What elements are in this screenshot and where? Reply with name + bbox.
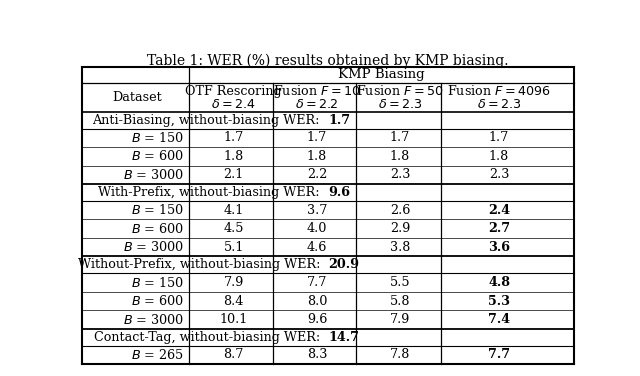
Text: $\delta = 2.2$: $\delta = 2.2$ (295, 98, 339, 111)
Text: 1.7: 1.7 (307, 131, 327, 144)
Text: $B$ = 150: $B$ = 150 (131, 276, 184, 290)
Text: 8.7: 8.7 (223, 349, 244, 361)
Text: 8.0: 8.0 (307, 294, 327, 308)
Text: 4.1: 4.1 (223, 204, 244, 217)
Text: Without-Prefix, without-biasing WER:: Without-Prefix, without-biasing WER: (77, 258, 328, 271)
Text: Anti-Biasing, without-biasing WER:: Anti-Biasing, without-biasing WER: (93, 114, 328, 127)
Text: 2.3: 2.3 (489, 168, 509, 181)
Text: 1.8: 1.8 (390, 150, 410, 163)
Text: 5.8: 5.8 (390, 294, 410, 308)
Text: Contact-Tag, without-biasing WER:: Contact-Tag, without-biasing WER: (93, 331, 328, 344)
Text: 1.7: 1.7 (489, 131, 509, 144)
Text: $B$ = 3000: $B$ = 3000 (123, 168, 184, 182)
Text: $B$ = 600: $B$ = 600 (131, 222, 184, 236)
Text: $\delta = 2.3$: $\delta = 2.3$ (477, 98, 522, 111)
Text: 4.8: 4.8 (488, 276, 510, 289)
Text: 1.8: 1.8 (307, 150, 327, 163)
Text: Dataset: Dataset (112, 91, 162, 104)
Text: 1.7: 1.7 (328, 114, 350, 127)
Text: 5.3: 5.3 (488, 294, 510, 308)
Text: 1.8: 1.8 (489, 150, 509, 163)
Text: $B$ = 150: $B$ = 150 (131, 131, 184, 145)
Text: OTF Rescoring: OTF Rescoring (186, 85, 282, 98)
Text: 4.0: 4.0 (307, 222, 327, 235)
Text: Table 1: WER (%) results obtained by KMP biasing.: Table 1: WER (%) results obtained by KMP… (147, 54, 509, 68)
Text: 7.7: 7.7 (307, 276, 327, 289)
Text: 2.9: 2.9 (390, 222, 410, 235)
Text: KMP Biasing: KMP Biasing (338, 68, 424, 81)
Text: Fusion $F = 10$: Fusion $F = 10$ (273, 85, 361, 99)
Text: $B$ = 3000: $B$ = 3000 (123, 240, 184, 254)
Text: 7.4: 7.4 (488, 313, 510, 326)
Text: $B$ = 150: $B$ = 150 (131, 203, 184, 217)
Text: 1.7: 1.7 (390, 131, 410, 144)
Text: Fusion $F = 4096$: Fusion $F = 4096$ (447, 85, 551, 99)
Text: 8.3: 8.3 (307, 349, 327, 361)
Text: 2.6: 2.6 (390, 204, 410, 217)
Text: 3.6: 3.6 (488, 241, 510, 254)
Text: 5.1: 5.1 (223, 241, 244, 254)
Text: 8.4: 8.4 (223, 294, 244, 308)
Text: 7.9: 7.9 (223, 276, 244, 289)
Text: $B$ = 265: $B$ = 265 (131, 348, 184, 362)
Text: 2.4: 2.4 (488, 204, 510, 217)
Text: $B$ = 600: $B$ = 600 (131, 294, 184, 308)
Text: 9.6: 9.6 (307, 313, 327, 326)
Text: 4.6: 4.6 (307, 241, 327, 254)
Text: 14.7: 14.7 (328, 331, 359, 344)
Text: 4.5: 4.5 (223, 222, 244, 235)
Text: $\delta = 2.4$: $\delta = 2.4$ (211, 98, 256, 111)
Text: 2.1: 2.1 (223, 168, 244, 181)
Text: Fusion $F = 50$: Fusion $F = 50$ (356, 85, 444, 99)
Text: 2.3: 2.3 (390, 168, 410, 181)
Text: $\delta = 2.3$: $\delta = 2.3$ (378, 98, 422, 111)
Text: 2.7: 2.7 (488, 222, 510, 235)
Text: $B$ = 600: $B$ = 600 (131, 149, 184, 163)
Text: With-Prefix, without-biasing WER:: With-Prefix, without-biasing WER: (99, 186, 328, 199)
Text: 7.9: 7.9 (390, 313, 410, 326)
Text: $B$ = 3000: $B$ = 3000 (123, 312, 184, 327)
Text: 3.7: 3.7 (307, 204, 327, 217)
Text: 7.8: 7.8 (390, 349, 410, 361)
Text: 5.5: 5.5 (390, 276, 410, 289)
Text: 1.8: 1.8 (223, 150, 244, 163)
Text: 2.2: 2.2 (307, 168, 327, 181)
Text: 10.1: 10.1 (220, 313, 248, 326)
Text: 9.6: 9.6 (328, 186, 350, 199)
Text: 3.8: 3.8 (390, 241, 410, 254)
Text: 7.7: 7.7 (488, 349, 510, 361)
Text: 1.7: 1.7 (223, 131, 244, 144)
Text: 20.9: 20.9 (328, 258, 359, 271)
